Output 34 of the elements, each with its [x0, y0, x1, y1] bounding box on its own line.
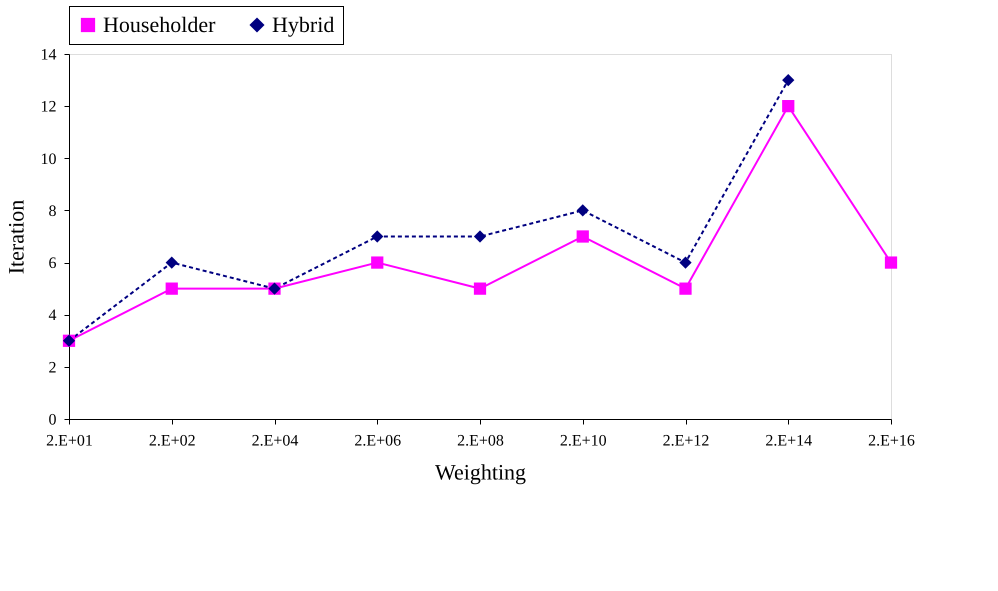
point: [576, 230, 589, 243]
x-axis-title: Weighting: [434, 460, 526, 484]
y-tick-label: 12: [40, 98, 56, 116]
x-tick-label: 2.E+06: [354, 432, 402, 450]
y-axis-title: Iteration: [4, 200, 28, 274]
legend-label: Hybrid: [272, 12, 334, 37]
point: [166, 282, 178, 295]
y-tick-label: 14: [40, 46, 56, 64]
y-tick-label: 6: [48, 255, 56, 272]
legend-label: Householder: [103, 12, 216, 37]
y-tick-label: 2: [48, 359, 56, 376]
x-tick-label: 2.E+10: [560, 432, 607, 450]
y-tick-label: 0: [48, 412, 56, 428]
point: [782, 74, 794, 86]
point: [371, 230, 384, 243]
x-tick-label: 2.E+16: [868, 432, 915, 450]
point: [679, 256, 692, 269]
x-tick-label: 2.E+08: [457, 432, 504, 450]
point: [166, 256, 178, 269]
point: [884, 256, 898, 269]
point: [474, 282, 486, 295]
point: [782, 100, 794, 112]
x-tick-label: 2.E+14: [765, 432, 812, 450]
x-tick-label: 2.E+01: [46, 432, 93, 450]
y-tick-label: 8: [48, 202, 56, 220]
y-tick-label: 4: [48, 307, 56, 324]
point: [576, 204, 589, 217]
point: [679, 282, 692, 295]
x-tick-label: 2.E+02: [148, 432, 196, 450]
point: [474, 230, 486, 243]
x-tick-label: 2.E+12: [662, 432, 710, 450]
y-tick-label: 10: [40, 150, 56, 168]
point: [371, 256, 384, 269]
x-tick-label: 2.E+04: [252, 432, 298, 450]
